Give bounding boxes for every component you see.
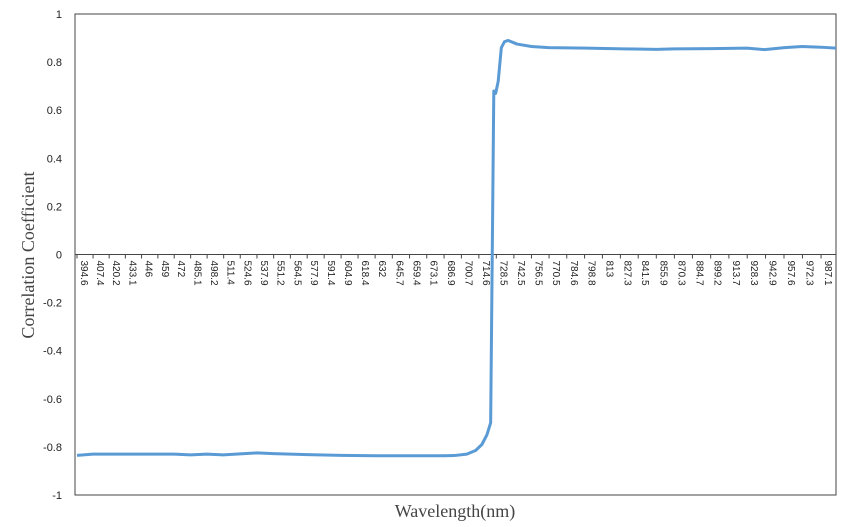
x-tick-label: 511.4: [225, 261, 236, 286]
x-tick-label: 407.4: [94, 261, 105, 286]
x-tick-label: 686.9: [445, 261, 456, 286]
x-tick-label: 524.6: [241, 261, 252, 286]
x-tick-label: 784.6: [568, 261, 579, 286]
x-tick-label: 604.9: [342, 261, 353, 286]
x-tick-label: 420.2: [110, 261, 121, 286]
x-tick-label: 742.5: [515, 261, 526, 286]
x-tick-label: 813: [603, 261, 614, 278]
x-tick-label: 577.9: [308, 261, 319, 286]
x-tick-label: 700.7: [462, 261, 473, 286]
x-tick-label: 564.5: [291, 261, 302, 286]
x-tick-label: 928.3: [748, 261, 759, 286]
y-tick-label: -0.2: [43, 298, 62, 310]
x-tick-label: 485.1: [192, 261, 203, 286]
x-tick-label: 957.6: [785, 261, 796, 286]
x-tick-label: 433.1: [126, 261, 137, 286]
y-tick-label: -0.6: [43, 394, 62, 406]
x-tick-label: 498.2: [208, 261, 219, 286]
x-tick-label: 913.7: [730, 261, 741, 286]
x-tick-label: 870.3: [675, 261, 686, 286]
y-tick-label: -1: [52, 490, 62, 502]
y-tick-label: -0.4: [43, 346, 62, 358]
x-axis-title: Wavelength(nm): [395, 501, 516, 522]
x-tick-label: 446: [143, 261, 154, 278]
x-tick-label: 551.2: [275, 261, 286, 286]
x-tick-label: 459: [159, 261, 170, 278]
x-tick-label: 884.7: [693, 261, 704, 286]
data-line: [76, 38, 837, 458]
x-tick-label: 673.1: [428, 261, 439, 286]
x-tick-label: 841.5: [639, 261, 650, 286]
x-tick-label: 537.9: [258, 261, 269, 286]
x-tick-label: 472: [175, 261, 186, 278]
x-tick-label: 855.9: [657, 261, 668, 286]
x-tick-label: 798.8: [586, 261, 597, 286]
x-tick-label: 972.3: [803, 261, 814, 286]
y-axis-title: Correlation Coefficient: [18, 171, 38, 338]
x-tick-label: 659.4: [411, 261, 422, 286]
y-tick-label: -0.8: [43, 442, 62, 454]
y-tick-label: 0.6: [47, 105, 62, 117]
x-tick-label: 987.1: [822, 261, 833, 286]
x-tick-label: 942.9: [767, 261, 778, 286]
x-tick-label: 394.6: [78, 261, 89, 286]
y-tick-label: 1: [56, 9, 62, 21]
x-tick-label: 770.5: [550, 261, 561, 286]
x-tick-label: 632: [376, 261, 387, 278]
x-tick-label: 714.6: [480, 261, 491, 286]
x-tick-label: 618.4: [359, 261, 370, 286]
y-tick-label: 0.2: [47, 201, 62, 213]
x-tick-label: 899.2: [712, 261, 723, 286]
y-tick-label: 0.4: [47, 153, 62, 165]
y-tick-label: 0: [56, 250, 62, 262]
x-tick-label: 728.5: [497, 261, 508, 286]
y-tick-label: 0.8: [47, 57, 62, 69]
x-tick-label: 645.7: [393, 261, 404, 286]
x-tick-label: 827.3: [621, 261, 632, 286]
x-tick-label: 591.4: [325, 261, 336, 286]
x-tick-label: 756.5: [532, 261, 543, 286]
